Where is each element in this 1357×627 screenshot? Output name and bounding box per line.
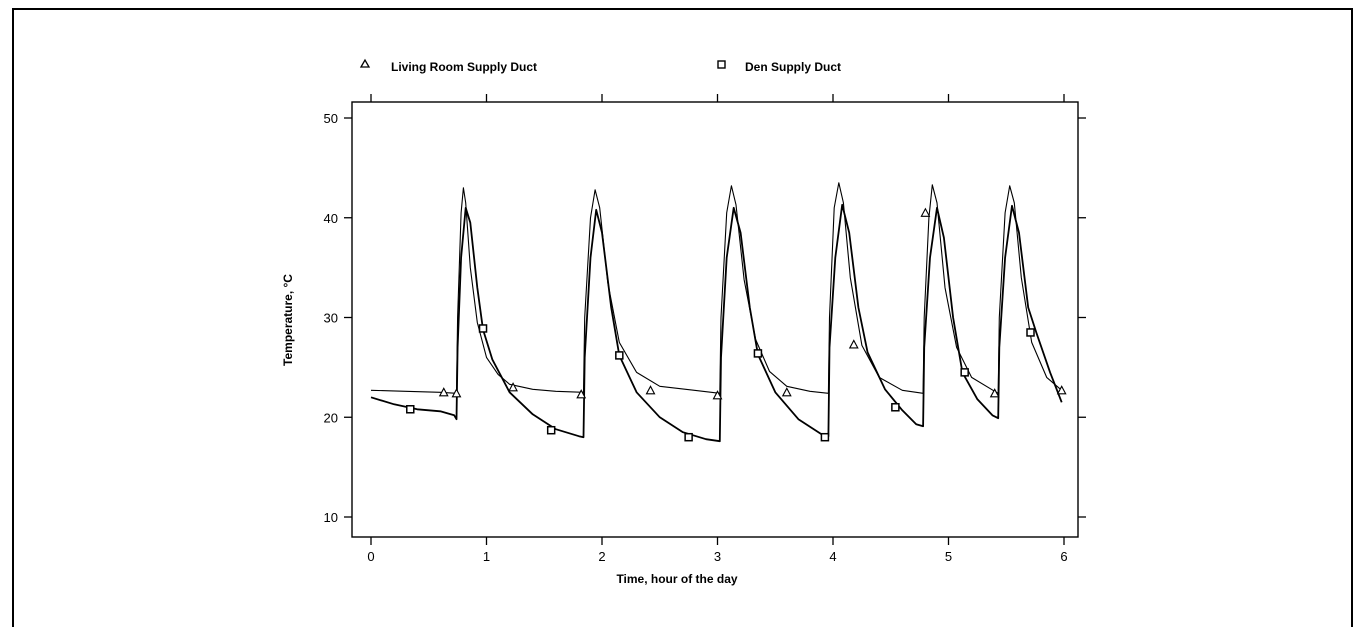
data-point-living-room <box>451 388 462 398</box>
data-point-living-room <box>576 389 587 399</box>
series-line-living-room <box>370 182 1063 394</box>
x-tick-label: 4 <box>829 549 836 564</box>
data-point-den <box>820 432 830 442</box>
plot-area <box>351 101 1079 538</box>
square-marker-icon <box>717 60 726 69</box>
data-point-den <box>684 432 693 442</box>
data-point-living-room <box>920 207 931 217</box>
data-point-living-room <box>781 387 792 397</box>
data-point-den <box>960 368 969 377</box>
data-point-living-room <box>1056 385 1067 395</box>
data-point-living-room <box>438 387 449 397</box>
data-point-living-room <box>645 385 656 395</box>
y-tick-label: 30 <box>324 311 338 326</box>
x-tick-label: 6 <box>1060 549 1067 564</box>
x-tick-label: 1 <box>483 549 490 564</box>
data-point-den <box>1026 328 1035 337</box>
marker-layer <box>406 207 1067 442</box>
x-tick-label: 2 <box>598 549 605 564</box>
legend-label-den: Den Supply Duct <box>745 60 841 74</box>
x-axis-title: Time, hour of the day <box>616 572 737 586</box>
legend-label-living-room: Living Room Supply Duct <box>391 60 537 74</box>
series-line-den <box>370 203 1063 443</box>
y-tick-label: 40 <box>324 211 338 226</box>
data-point-living-room <box>508 382 518 392</box>
data-point-living-room <box>989 388 1000 398</box>
data-point-living-room <box>848 339 859 349</box>
legend-item-living-room: Living Room Supply Duct <box>359 58 537 74</box>
y-tick-label: 50 <box>324 111 338 126</box>
data-point-den <box>615 351 624 360</box>
svg-text:Temperature, °C: Temperature, °C <box>281 274 295 366</box>
data-point-den <box>478 324 488 333</box>
figure-frame <box>12 8 1353 627</box>
y-tick-label: 20 <box>324 410 338 425</box>
triangle-marker-icon <box>359 58 371 68</box>
data-point-den <box>546 425 556 435</box>
data-point-den <box>406 405 415 414</box>
data-point-den <box>753 349 763 358</box>
y-axis-title-text: Temperature, <box>281 291 295 366</box>
data-point-den <box>891 403 900 412</box>
x-tick-label: 3 <box>714 549 721 564</box>
data-point-living-room <box>712 390 723 400</box>
y-axis-title: Temperature, °C <box>281 274 295 366</box>
legend: Living Room Supply Duct Den Supply Duct <box>359 58 841 74</box>
series-layer <box>370 182 1063 443</box>
x-tick-label: 5 <box>945 549 952 564</box>
axes: 0 1 2 3 4 5 6 10 20 30 40 50 <box>324 94 1086 564</box>
y-axis-unit: °C <box>281 274 295 288</box>
x-tick-label: 0 <box>367 549 374 564</box>
y-tick-label: 10 <box>324 510 338 525</box>
legend-item-den: Den Supply Duct <box>717 60 841 74</box>
